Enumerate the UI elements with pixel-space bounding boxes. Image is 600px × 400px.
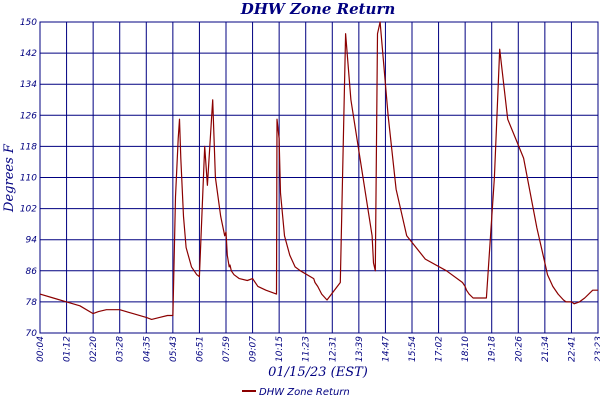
x-tick-label: 09:07	[249, 336, 259, 362]
x-tick-label: 18:10	[461, 336, 471, 362]
x-tick-label: 02:20	[89, 336, 99, 362]
y-tick-label: 110	[20, 174, 37, 184]
plot-area	[39, 21, 598, 320]
x-tick-label: 20:26	[514, 336, 524, 362]
y-tick-label: 70	[26, 329, 38, 339]
y-tick-label: 142	[20, 49, 37, 59]
x-tick-label: 19:18	[488, 336, 498, 362]
x-tick-label: 01:12	[63, 336, 73, 362]
y-tick-label: 78	[26, 298, 38, 308]
y-tick-label: 126	[20, 111, 37, 121]
x-tick-labels: 00:04 01:12 02:20 03:28 04:35 05:43 06:51 07:59…	[36, 336, 600, 362]
x-tick-label: 13:39	[355, 336, 365, 362]
legend-label: DHW Zone Return	[259, 387, 350, 398]
y-axis-title: Degrees F	[2, 143, 17, 213]
x-tick-label: 14:47	[381, 336, 391, 362]
x-tick-label: 11:23	[302, 336, 312, 362]
x-axis-title: 01/15/23 (EST)	[268, 365, 368, 380]
y-tick-label: 102	[20, 205, 37, 215]
grid	[39, 21, 599, 334]
x-tick-label: 04:35	[142, 336, 152, 362]
series-line	[39, 21, 598, 320]
y-tick-label: 86	[26, 267, 38, 277]
x-tick-label: 23:23	[594, 336, 600, 362]
x-tick-label: 07:59	[222, 336, 232, 362]
y-tick-label: 150	[20, 18, 37, 28]
y-tick-label: 134	[20, 80, 37, 90]
legend: DHW Zone Return	[242, 387, 350, 398]
x-tick-label: 22:41	[567, 336, 577, 362]
x-tick-label: 10:15	[275, 336, 285, 362]
x-tick-label: 15:54	[408, 336, 418, 362]
y-tick-label: 94	[26, 236, 38, 246]
x-tick-label: 03:28	[116, 336, 126, 362]
y-tick-label: 118	[20, 142, 37, 152]
x-tick-label: 05:43	[169, 336, 179, 362]
x-tick-label: 17:02	[435, 336, 445, 362]
x-tick-label: 21:34	[541, 336, 551, 362]
plot-border	[39, 21, 599, 334]
x-tick-label: 12:31	[328, 336, 338, 362]
x-tick-label: 06:51	[195, 336, 205, 362]
chart-title: DHW Zone Return	[240, 0, 396, 18]
y-tick-labels: 70 78 86 94 102 110 118 126 134 142 150	[20, 18, 37, 339]
x-tick-label: 00:04	[36, 336, 46, 362]
